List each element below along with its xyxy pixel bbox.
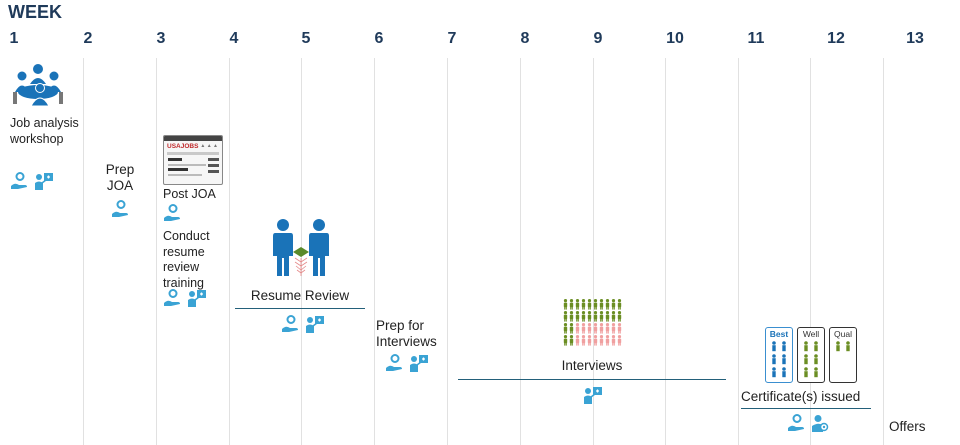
person-hand-icon bbox=[787, 414, 805, 432]
week-number: 6 bbox=[374, 30, 384, 47]
week-divider bbox=[447, 58, 448, 445]
person-hand-icon bbox=[111, 200, 129, 218]
person-hand-icon bbox=[281, 315, 299, 333]
cert-best: Best bbox=[765, 327, 793, 383]
role-icons bbox=[10, 172, 53, 190]
crowd-icon bbox=[563, 299, 623, 347]
week-number: 9 bbox=[593, 30, 603, 47]
week-divider bbox=[593, 58, 594, 445]
person-hand-icon bbox=[385, 354, 403, 372]
week-number: 1 bbox=[9, 30, 19, 47]
presenter-icon bbox=[34, 172, 53, 190]
meeting-icon bbox=[10, 62, 66, 108]
week-number: 8 bbox=[520, 30, 530, 47]
cert-well: Well bbox=[797, 327, 825, 383]
certificate-icon: Best Well Qual bbox=[765, 327, 857, 383]
duration-line bbox=[235, 308, 365, 309]
role-icons bbox=[787, 414, 829, 432]
week-number: 7 bbox=[447, 30, 457, 47]
role-icons bbox=[281, 315, 324, 333]
presenter-icon bbox=[187, 289, 206, 307]
week-divider bbox=[738, 58, 739, 445]
week-number: 13 bbox=[906, 30, 924, 47]
week-divider bbox=[374, 58, 375, 445]
presenter-icon bbox=[409, 354, 428, 372]
step-label: Prep for Interviews bbox=[376, 318, 437, 349]
step-label: Post JOA bbox=[163, 187, 216, 201]
duration-line bbox=[741, 408, 871, 409]
week-number: 3 bbox=[156, 30, 166, 47]
week-number: 2 bbox=[83, 30, 93, 47]
week-number: 4 bbox=[229, 30, 239, 47]
step-label: Offers bbox=[889, 419, 926, 434]
person-hand-icon bbox=[163, 204, 181, 222]
role-icons bbox=[385, 354, 428, 372]
step-label: Prep JOA bbox=[105, 162, 135, 193]
week-divider bbox=[810, 58, 811, 445]
cert-qual: Qual bbox=[829, 327, 857, 383]
presenter-icon bbox=[583, 386, 603, 404]
page-title: WEEK bbox=[8, 2, 62, 22]
duration-line bbox=[458, 379, 726, 380]
people-review-icon bbox=[271, 218, 333, 280]
person-gear-icon bbox=[811, 414, 829, 432]
week-number: 11 bbox=[747, 30, 765, 47]
usajobs-page-icon: USAJOBS ▲ ▲ ▲ bbox=[163, 135, 223, 185]
week-number: 12 bbox=[827, 30, 845, 47]
step-label: Certificate(s) issued bbox=[741, 389, 861, 404]
person-hand-icon bbox=[10, 172, 28, 190]
week-divider bbox=[156, 58, 157, 445]
step-label: Interviews bbox=[561, 358, 623, 373]
role-icons bbox=[163, 289, 206, 307]
step-label: Resume Review bbox=[250, 288, 350, 303]
presenter-icon bbox=[305, 315, 324, 333]
week-number: 5 bbox=[301, 30, 311, 47]
week-divider bbox=[229, 58, 230, 445]
step-label: Job analysis workshop bbox=[10, 116, 79, 146]
week-divider bbox=[883, 58, 884, 445]
week-divider bbox=[665, 58, 666, 445]
week-divider bbox=[520, 58, 521, 445]
week-divider bbox=[83, 58, 84, 445]
step-label: Conduct resume review training bbox=[163, 229, 210, 290]
usajobs-logo: USAJOBS bbox=[167, 143, 199, 150]
week-number: 10 bbox=[666, 30, 684, 47]
person-hand-icon bbox=[163, 289, 181, 307]
